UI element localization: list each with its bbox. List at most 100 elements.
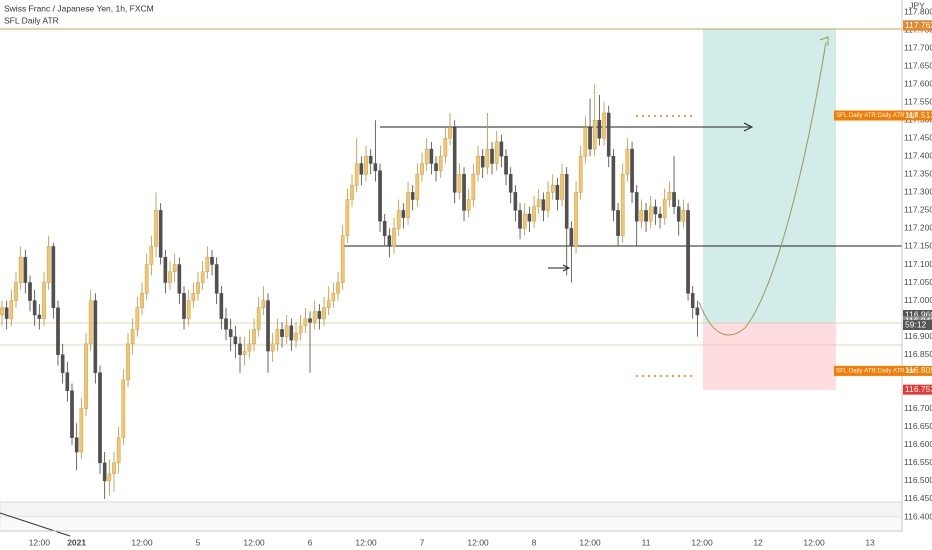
price-marker: 117.762: [905, 20, 932, 30]
body: [667, 192, 672, 200]
x-tick-label: 12:00: [131, 537, 153, 547]
body: [490, 148, 494, 164]
body: [289, 325, 294, 341]
body: [653, 206, 658, 215]
body: [28, 282, 32, 301]
y-tick-label: 116.450: [904, 493, 932, 503]
body: [4, 307, 9, 319]
x-tick-label: 12:00: [243, 537, 265, 547]
body: [672, 192, 676, 207]
arrow-head: [562, 264, 571, 272]
body: [23, 257, 28, 283]
body: [144, 264, 149, 294]
body: [480, 156, 485, 168]
body: [555, 184, 560, 200]
atr-value: 116.805: [905, 365, 932, 375]
x-tick-label: 12: [753, 537, 763, 547]
body: [625, 148, 630, 175]
body: [0, 307, 4, 316]
y-tick-label: 116.850: [904, 349, 932, 359]
body: [686, 210, 690, 294]
body: [14, 282, 18, 301]
candles: [0, 84, 700, 499]
body: [228, 329, 233, 337]
body: [536, 199, 541, 207]
body: [359, 163, 364, 175]
body: [238, 343, 242, 355]
y-tick-label: 117.350: [904, 169, 932, 179]
body: [32, 300, 37, 316]
body: [429, 148, 434, 164]
y-tick-label: 116.400: [904, 511, 932, 521]
stop-zone: [703, 323, 836, 390]
body: [541, 199, 546, 211]
body: [46, 246, 51, 283]
x-tick-label: 12:00: [579, 537, 601, 547]
body: [112, 462, 116, 474]
body: [364, 156, 368, 175]
body: [247, 343, 252, 352]
body: [121, 379, 126, 438]
y-tick-label: 117.600: [904, 78, 932, 88]
body: [658, 213, 662, 218]
body: [326, 300, 331, 308]
body: [368, 156, 373, 164]
body: [695, 307, 700, 316]
y-tick-label: 117.400: [904, 151, 932, 161]
currency: JPY: [909, 0, 925, 10]
x-tick-label: 12:00: [355, 537, 377, 547]
body: [130, 329, 135, 345]
x-tick-label: 8: [532, 537, 537, 547]
body: [56, 307, 60, 355]
x-tick-label: 2021: [67, 537, 86, 547]
y-tick-label: 117.550: [904, 96, 932, 106]
body: [634, 192, 639, 222]
body: [252, 329, 256, 345]
y-tick-label: 116.900: [904, 331, 932, 341]
body: [37, 314, 42, 319]
body: [457, 174, 462, 193]
body: [9, 300, 14, 319]
trend-line: [0, 512, 71, 537]
price-marker: 116.960: [905, 309, 932, 319]
y-tick-label: 117.250: [904, 205, 932, 215]
body: [158, 210, 163, 258]
body: [494, 141, 499, 164]
body: [382, 221, 387, 236]
arrow-head: [743, 122, 754, 132]
body: [620, 174, 625, 236]
y-tick-label: 117.450: [904, 133, 932, 143]
body: [420, 163, 424, 175]
body: [476, 156, 480, 175]
body: [574, 192, 578, 247]
body: [560, 174, 564, 200]
countdown-bg: [903, 320, 932, 330]
body: [205, 257, 210, 272]
body: [79, 408, 84, 453]
body: [242, 350, 247, 355]
body: [499, 141, 504, 157]
body: [340, 235, 345, 283]
body: [98, 372, 102, 464]
body: [690, 293, 695, 308]
body: [270, 343, 275, 352]
body: [415, 174, 420, 200]
y-tick-label: 117.300: [904, 187, 932, 197]
y-tick-label: 117.050: [904, 277, 932, 287]
body: [592, 120, 597, 150]
body: [392, 228, 396, 247]
price-marker-bg: [903, 384, 932, 395]
body: [261, 300, 266, 308]
body: [350, 184, 354, 200]
body: [312, 311, 317, 323]
body: [191, 293, 196, 301]
body: [93, 300, 98, 373]
body: [443, 138, 448, 157]
body: [354, 163, 359, 186]
body: [424, 148, 429, 164]
body: [177, 264, 182, 294]
body: [644, 210, 648, 222]
body: [233, 336, 238, 345]
body: [42, 282, 46, 319]
